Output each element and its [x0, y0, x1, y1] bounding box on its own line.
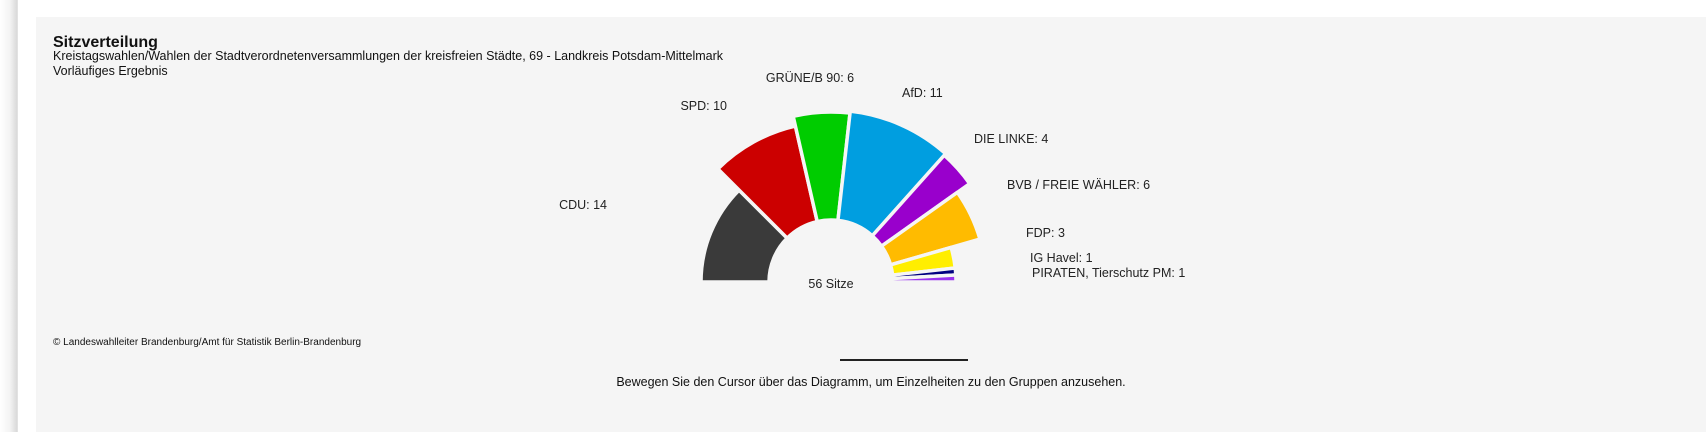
- divider: [840, 359, 968, 361]
- hover-hint: Bewegen Sie den Cursor über das Diagramm…: [616, 375, 1126, 389]
- label-fdp: FDP: 3: [1026, 226, 1065, 240]
- result-status: Vorläufiges Ergebnis: [53, 64, 168, 78]
- label-cdu: CDU: 14: [559, 198, 607, 212]
- chart-slices[interactable]: [699, 109, 982, 284]
- chart-subtitle: Kreistagswahlen/Wahlen der Stadtverordne…: [53, 49, 723, 63]
- slice-piraten-tierschutz-pm[interactable]: [891, 273, 958, 284]
- label-ig-havel: IG Havel: 1: [1030, 251, 1093, 265]
- window-edge: [0, 0, 18, 432]
- label-die-linke: DIE LINKE: 4: [974, 132, 1048, 146]
- label-gr-ne-b-90: GRÜNE/B 90: 6: [766, 71, 854, 85]
- chart-labels: CDU: 14 SPD: 10 GRÜNE/B 90: 6 AfD: 11 DIE LI…: [559, 71, 1185, 280]
- slice-afd[interactable]: [836, 109, 948, 238]
- label-spd: SPD: 10: [680, 99, 727, 113]
- chart-panel: Sitzverteilung Kreistagswahlen/Wahlen de…: [36, 17, 1706, 432]
- seat-distribution-chart[interactable]: CDU: 14 SPD: 10 GRÜNE/B 90: 6 AfD: 11 DIE LI…: [36, 17, 1706, 347]
- copyright-notice: © Landeswahlleiter Brandenburg/Amt für S…: [53, 337, 362, 348]
- label-piraten-tierschutz-pm: PIRATEN, Tierschutz PM: 1: [1032, 266, 1185, 280]
- slice-bvb-freie-w-hler[interactable]: [879, 190, 982, 267]
- chart-title: Sitzverteilung: [53, 34, 158, 51]
- label-bvb-freie-w-hler: BVB / FREIE WÄHLER: 6: [1007, 178, 1150, 192]
- center-seat-total: 56 Sitze: [808, 277, 853, 291]
- label-afd: AfD: 11: [902, 86, 943, 100]
